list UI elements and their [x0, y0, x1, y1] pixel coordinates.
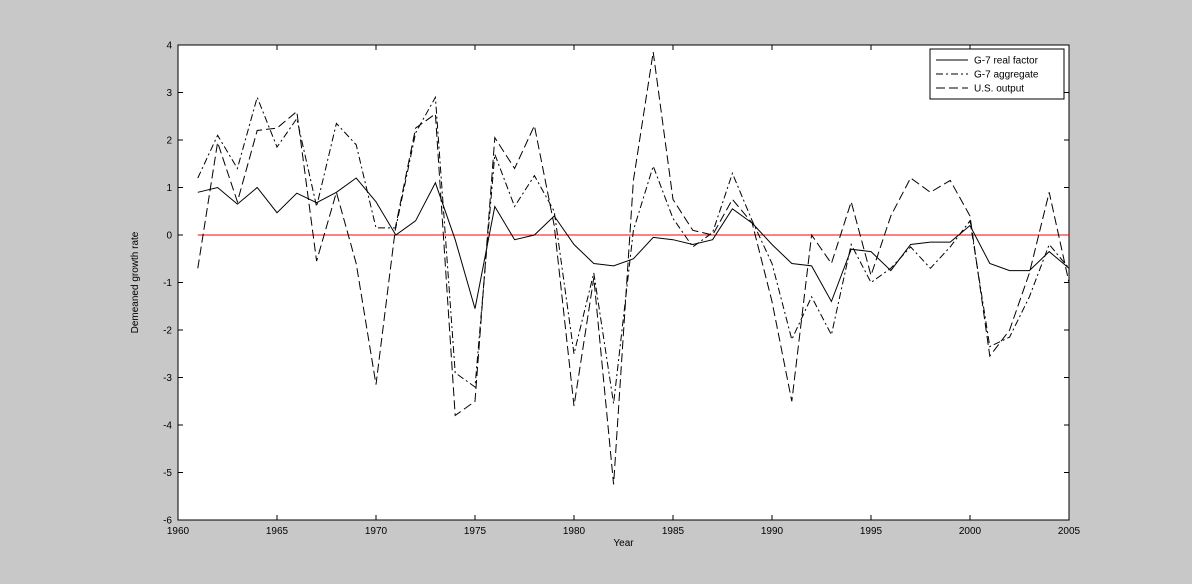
legend-label-2: G-7 aggregate — [974, 70, 1039, 81]
y-tick-label: -4 — [163, 421, 172, 432]
series-line-2 — [197, 95, 1070, 404]
plot-area — [177, 44, 1070, 521]
x-tick-label: 1995 — [860, 526, 883, 537]
y-tick-label: -3 — [163, 373, 172, 384]
x-tick-label: 1975 — [464, 526, 487, 537]
axis-ticks: 1960 1965 1970 1975 1980 1985 1990 1995 2000 2005… — [163, 41, 1080, 538]
y-tick-label: 2 — [166, 136, 172, 147]
legend-label-1: G-7 real factor — [974, 56, 1039, 67]
series-line-3 — [197, 52, 1070, 485]
x-tick-label: 1965 — [266, 526, 289, 537]
x-tick-label: 1970 — [365, 526, 388, 537]
x-tick-label: 1960 — [167, 526, 190, 537]
y-tick-label: -1 — [163, 278, 172, 289]
y-tick-label: -2 — [163, 326, 172, 337]
x-tick-label: 2005 — [1058, 526, 1081, 537]
x-tick-label: 1980 — [563, 526, 586, 537]
y-tick-label: 4 — [166, 41, 172, 52]
legend: G-7 real factor G-7 aggregate U.S. output — [929, 48, 1065, 100]
legend-label-3: U.S. output — [974, 84, 1024, 95]
y-tick-label: 3 — [166, 88, 172, 99]
x-tick-label: 2000 — [959, 526, 982, 537]
y-tick-label: -5 — [163, 468, 172, 479]
x-axis-label: Year — [613, 538, 634, 549]
y-tick-label: -6 — [163, 516, 172, 527]
y-axis-label: Demeaned growth rate — [130, 231, 141, 333]
series-lines — [197, 52, 1070, 485]
y-tick-label: 1 — [166, 183, 172, 194]
y-tick-label: 0 — [166, 231, 172, 242]
x-tick-label: 1985 — [662, 526, 685, 537]
series-line-1 — [197, 177, 1070, 309]
x-tick-label: 1990 — [761, 526, 784, 537]
